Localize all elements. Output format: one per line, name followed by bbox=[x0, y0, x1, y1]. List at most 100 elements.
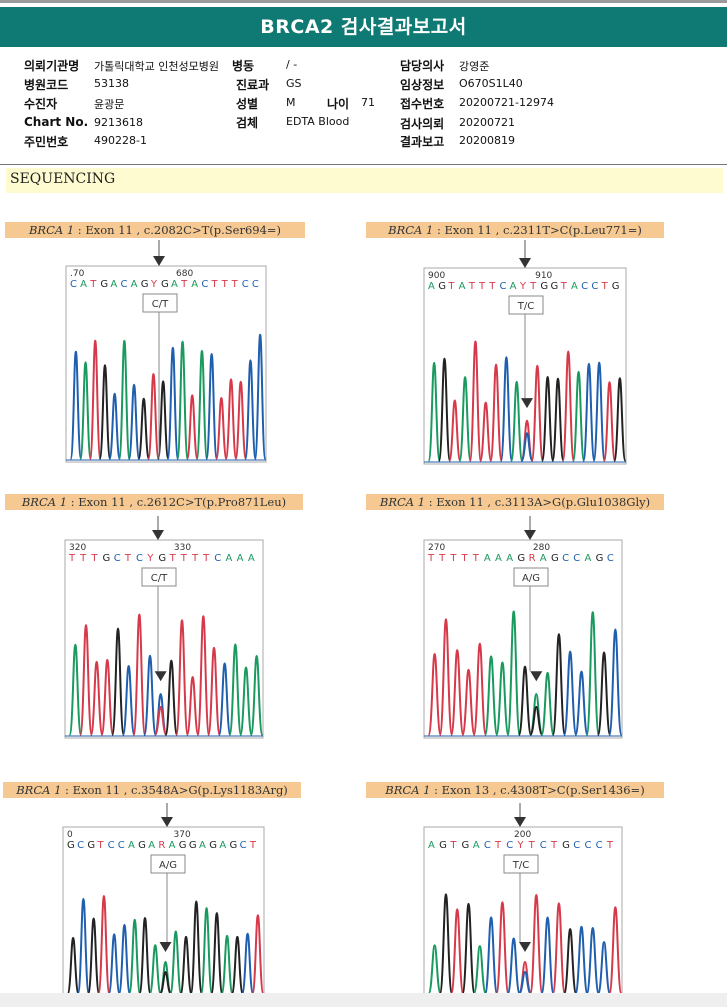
trace-peak bbox=[68, 643, 83, 736]
trace-peak bbox=[517, 665, 533, 736]
chromatogram-panel: 900 910 A G T A T T T C A Y T G G T A C C T G T/C bbox=[423, 240, 630, 466]
base-letter: T bbox=[550, 840, 558, 851]
label-report-date: 결과보고 bbox=[400, 135, 445, 149]
position-label: 320 bbox=[69, 543, 86, 553]
base-letter: G bbox=[462, 840, 470, 851]
base-letter: T bbox=[461, 553, 469, 564]
value-receipt-no: 20200721-12974 bbox=[459, 96, 554, 109]
value-hospital-code: 53138 bbox=[94, 77, 129, 90]
value-sex: M bbox=[286, 96, 296, 109]
base-letter: G bbox=[189, 840, 197, 851]
position-label: 270 bbox=[428, 543, 445, 553]
trace-peak bbox=[169, 930, 183, 995]
report-title: BRCA2 검사결과보고서 bbox=[0, 7, 727, 47]
base-letter: T bbox=[79, 553, 87, 564]
base-letter: C bbox=[581, 281, 588, 292]
value-department: GS bbox=[286, 77, 302, 90]
base-letter: G bbox=[438, 281, 446, 292]
top-border bbox=[0, 0, 727, 3]
base-call-box bbox=[150, 854, 186, 874]
base-letter: A bbox=[169, 840, 176, 851]
variant-marker-icon bbox=[159, 942, 172, 952]
trace-peak bbox=[189, 900, 203, 995]
base-letter: G bbox=[551, 553, 559, 564]
trace-peak bbox=[137, 397, 151, 460]
trace-peak bbox=[100, 658, 115, 736]
pointer-arrow-icon bbox=[153, 256, 165, 266]
base-letter: G bbox=[230, 840, 238, 851]
base-letter: C bbox=[240, 840, 247, 851]
variant-label: BRCA 1 : Exon 11 , c.2612C>T(p.Pro871Leu… bbox=[5, 494, 303, 510]
position-label: 900 bbox=[428, 271, 445, 281]
base-letter: A bbox=[219, 840, 226, 851]
base-letter: C bbox=[573, 840, 580, 851]
base-letter: Y bbox=[519, 281, 527, 292]
base-letter: G bbox=[87, 840, 95, 851]
trace-peak bbox=[234, 380, 248, 460]
trace-peak bbox=[517, 970, 533, 995]
base-letter: T bbox=[191, 553, 199, 564]
base-letter: T bbox=[231, 279, 239, 290]
trace-peak bbox=[249, 654, 264, 736]
trace-peak bbox=[179, 935, 193, 995]
label-request-date: 검사의뢰 bbox=[400, 117, 445, 131]
pointer-arrow-icon bbox=[514, 817, 526, 827]
base-letter: T bbox=[472, 553, 480, 564]
position-label: 680 bbox=[176, 269, 193, 279]
base-letter: A bbox=[80, 279, 87, 290]
variant-label: BRCA 1 : Exon 11 , c.2311T>C(p.Leu771=) bbox=[366, 222, 664, 238]
trace-peak bbox=[87, 917, 101, 995]
base-letter: A bbox=[225, 553, 232, 564]
base-letter: C bbox=[596, 840, 603, 851]
trace-peak bbox=[551, 902, 567, 995]
variant-label: BRCA 1 : Exon 11 , c.3113A>G(p.Glu1038Gl… bbox=[366, 494, 664, 510]
base-letter: A bbox=[459, 281, 466, 292]
base-letter: C bbox=[506, 840, 513, 851]
trace-peak bbox=[596, 941, 612, 995]
trace-peak bbox=[224, 378, 238, 460]
trace-peak bbox=[479, 401, 493, 462]
base-letter: T bbox=[606, 840, 614, 851]
trace-peak bbox=[483, 655, 499, 736]
position-label: 0 bbox=[67, 830, 73, 840]
base-letter: A bbox=[248, 553, 255, 564]
trace-peak bbox=[551, 377, 565, 462]
trace-peak bbox=[561, 350, 575, 462]
base-letter: G bbox=[517, 553, 525, 564]
label-clinical-info: 임상정보 bbox=[400, 78, 445, 92]
trace-peak bbox=[427, 653, 442, 736]
base-letter: C bbox=[214, 553, 221, 564]
value-institution: 가톨릭대학교 인천성모병원 bbox=[94, 60, 219, 73]
base-call-label: C/T bbox=[152, 299, 169, 310]
variant-label: BRCA 1 : Exon 11 , c.2082C>T(p.Ser694=) bbox=[5, 222, 305, 238]
trace-peak bbox=[210, 912, 224, 995]
base-letter: Y bbox=[150, 279, 158, 290]
trace-peak bbox=[450, 649, 465, 736]
trace-peak bbox=[88, 339, 102, 460]
base-letter: C bbox=[118, 840, 125, 851]
chromatogram-panel: 270 280 T T T T T A A A G R A G C C A G C A/G bbox=[423, 516, 626, 740]
label-age: 나이 bbox=[327, 97, 350, 111]
trace-peak bbox=[495, 661, 510, 736]
position-label: 330 bbox=[174, 543, 191, 553]
trace-peak bbox=[574, 670, 589, 736]
trace-peak bbox=[195, 350, 209, 460]
base-letter: C bbox=[136, 553, 143, 564]
trace-peak bbox=[510, 380, 524, 462]
value-age: 71 bbox=[361, 96, 375, 109]
trace-peak bbox=[506, 937, 521, 995]
position-label: 280 bbox=[533, 543, 550, 553]
trace-peak bbox=[164, 659, 179, 736]
base-letter: C bbox=[114, 553, 121, 564]
chromatogram-panel: 320 330 T T T G C T C Y G T T T T C A A A C/T bbox=[64, 516, 267, 740]
base-letter: T bbox=[202, 553, 210, 564]
trace-peak bbox=[79, 624, 93, 736]
trace-peak bbox=[220, 934, 234, 995]
base-letter: T bbox=[529, 281, 537, 292]
trace-peak bbox=[602, 381, 617, 462]
base-letter: C bbox=[591, 281, 598, 292]
